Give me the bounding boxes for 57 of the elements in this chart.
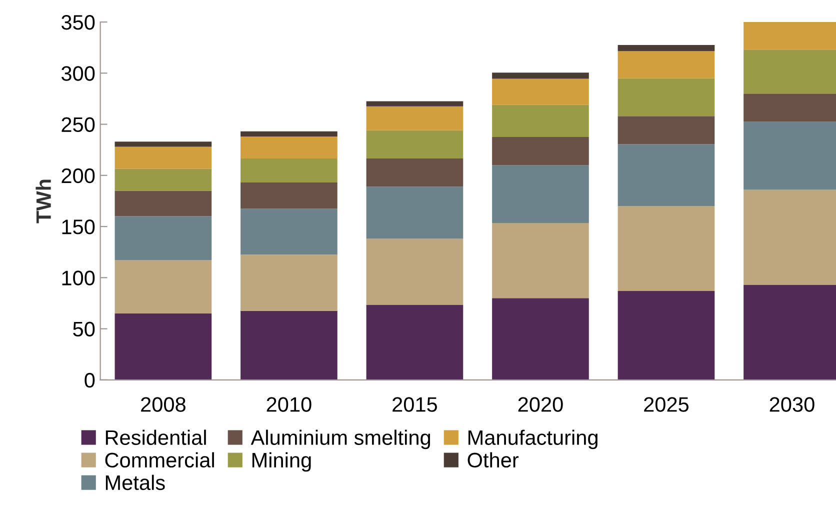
- bar: [618, 206, 715, 291]
- bar: [492, 165, 589, 223]
- y-tick-label: 0: [84, 372, 95, 388]
- bar: [492, 137, 589, 166]
- bar: [114, 168, 212, 191]
- y-tick-label: 250: [62, 117, 95, 132]
- y-tick-label: 50: [73, 322, 95, 337]
- x-tick-label: 2030: [770, 397, 814, 412]
- bar: [492, 298, 589, 380]
- bar: [240, 158, 338, 183]
- x-tick-label: 2025: [644, 397, 689, 412]
- bar: [240, 131, 338, 137]
- legend-label: Residential: [106, 430, 206, 445]
- bar: [114, 190, 212, 216]
- bar: [366, 106, 464, 130]
- y-tick-label: 200: [62, 168, 95, 184]
- bar: [240, 136, 338, 159]
- x-tick-label: 2020: [518, 397, 563, 412]
- bar: [492, 222, 589, 298]
- y-tick-label: 350: [61, 15, 95, 30]
- bar: [114, 142, 212, 147]
- bar: [618, 290, 715, 380]
- bar: [366, 130, 464, 159]
- bar: [618, 78, 715, 116]
- legend-label: Other: [468, 452, 519, 468]
- bar: [114, 260, 212, 314]
- x-tick-label: 2010: [266, 397, 312, 412]
- y-tick-label: 300: [61, 66, 95, 81]
- x-tick-label: 2008: [141, 397, 186, 412]
- bar: [240, 310, 338, 380]
- y-axis-title: TWh: [36, 180, 51, 224]
- bar: [114, 313, 212, 380]
- y-tick-label: 100: [62, 270, 95, 286]
- bar: [492, 72, 589, 79]
- legend-label: Manufacturing: [468, 430, 598, 450]
- legend-label: Metals: [106, 474, 165, 490]
- bar: [492, 104, 589, 138]
- legend-label: Mining: [252, 452, 311, 472]
- bar: [492, 78, 589, 105]
- bar: [366, 101, 464, 106]
- y-tick-label: 150: [62, 220, 95, 234]
- bar: [618, 51, 715, 78]
- bar: [618, 144, 715, 206]
- bar: [366, 186, 464, 239]
- bar: [366, 158, 464, 187]
- legend-label: Commercial: [105, 452, 214, 468]
- bar: [114, 146, 212, 169]
- bar: [618, 45, 715, 52]
- legend-label: Aluminium smelting: [250, 430, 430, 450]
- bar: [240, 182, 338, 209]
- bar: [618, 116, 715, 144]
- x-tick-label: 2015: [392, 397, 438, 412]
- bar: [240, 254, 338, 311]
- bar: [240, 208, 338, 255]
- bar: [114, 216, 212, 260]
- bar: [366, 304, 464, 380]
- bar: [366, 238, 464, 305]
